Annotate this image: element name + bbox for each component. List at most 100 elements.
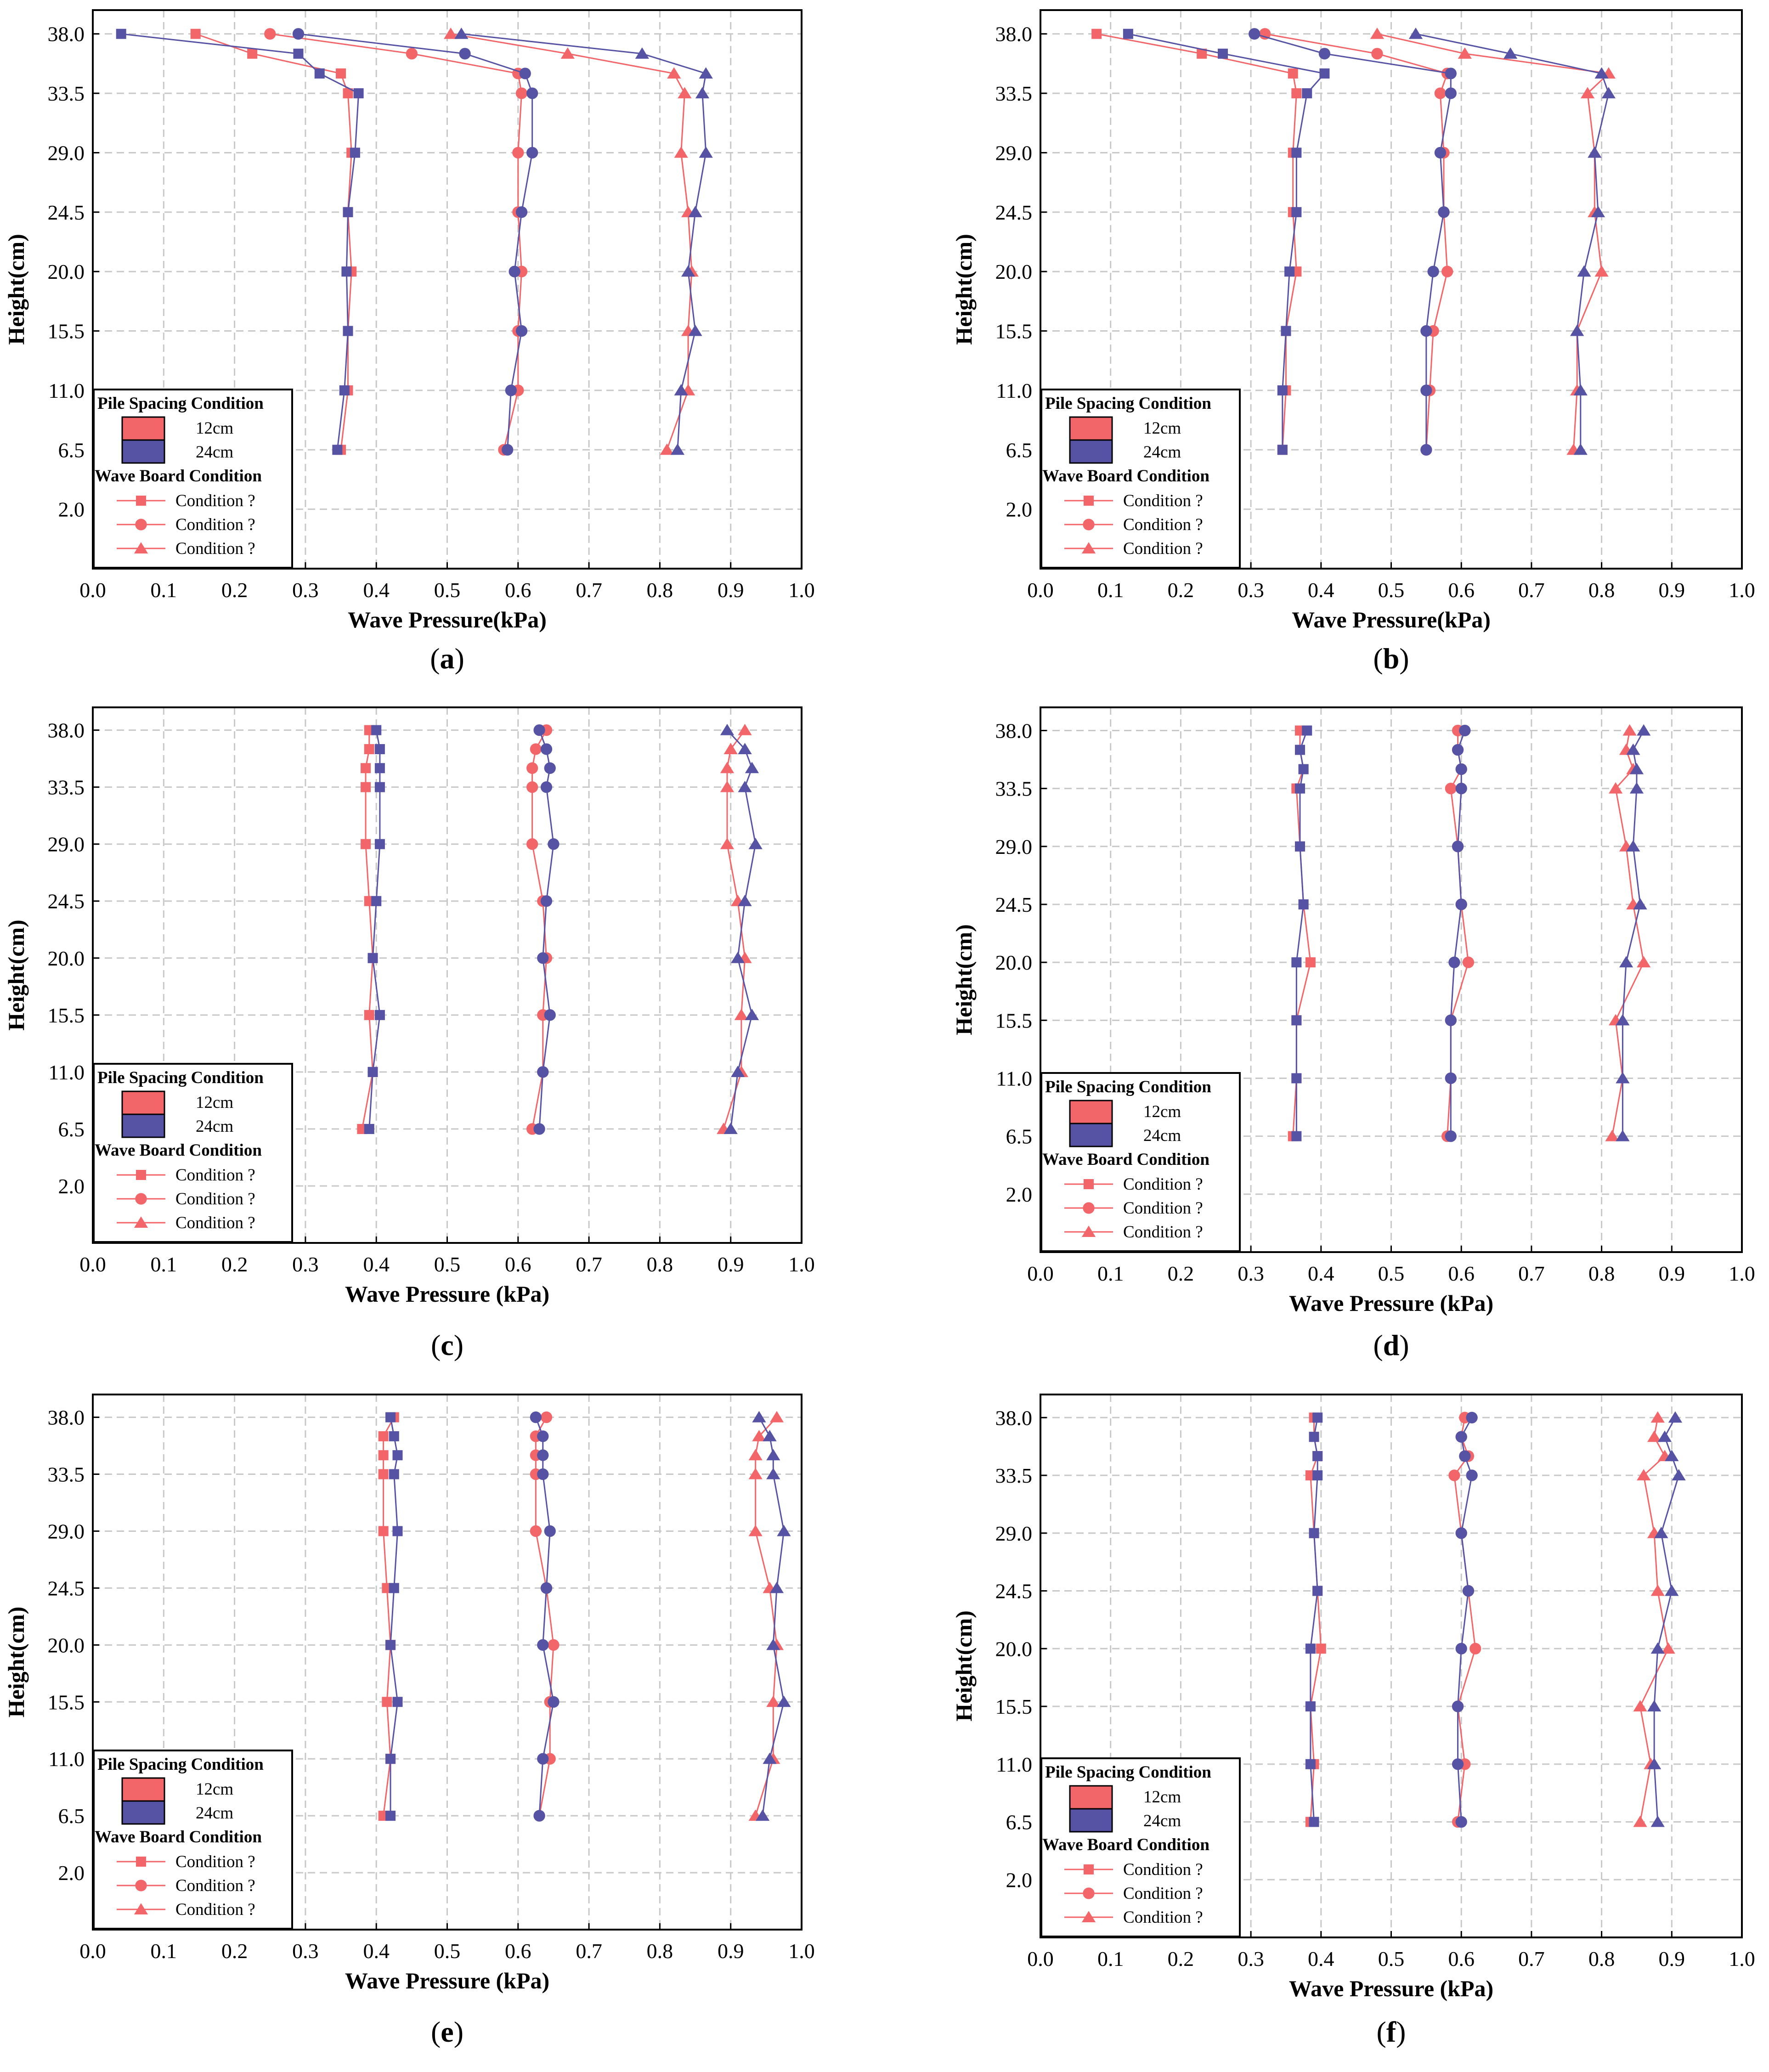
legend-marker-triangle [134,1903,148,1914]
legend-label-condition: Condition ? [1123,1223,1203,1242]
data-point-triangle [667,67,681,79]
y-tick-label: 33.5 [995,777,1033,801]
x-tick-label: 0.3 [1238,1947,1264,1970]
x-tick-label: 0.4 [1308,1262,1334,1285]
x-tick-label: 0.5 [1378,578,1405,602]
data-point-square [1305,1701,1316,1712]
x-tick-label: 0.8 [1588,1947,1615,1970]
series-line [1295,730,1308,1136]
data-point-square [392,1697,403,1707]
x-axis-title: Wave Pressure (kPa) [345,1281,549,1307]
data-point-triangle [738,894,752,906]
legend-swatch-24cm [1069,1808,1113,1833]
data-point-triangle [748,1524,763,1536]
legend-swatch-12cm [121,416,165,441]
legend-label-12cm: 12cm [196,419,233,438]
panel-label: (e) [431,2016,463,2048]
data-point-circle [526,147,538,159]
x-tick-label: 0.3 [292,578,319,602]
y-tick-label: 29.0 [995,141,1033,164]
series-24cm-triangle [752,1411,791,1821]
data-point-circle [1445,1130,1457,1142]
x-tick-label: 0.1 [1097,1262,1124,1285]
y-axis-title: Height(cm) [3,234,29,345]
series-line [121,33,360,450]
legend-marker-circle [135,519,147,531]
legend-title-pile-spacing: Pile Spacing Condition [1045,1763,1211,1782]
series-12cm-circle [526,724,553,1135]
data-point-square [378,1431,389,1441]
series-line [1254,33,1452,450]
legend-marker-triangle [1081,542,1096,553]
x-tick-label: 1.0 [1729,1947,1755,1970]
data-point-square [389,1583,399,1593]
data-point-square [364,1124,374,1134]
data-point-triangle [1629,782,1644,794]
series-line [1128,33,1326,450]
data-point-circle [537,1639,549,1651]
data-point-triangle [1573,443,1588,455]
legend-marker-triangle [1081,1911,1096,1922]
data-point-circle [533,1810,545,1822]
legend-marker-triangle [134,542,148,553]
grid-lines [93,1395,802,1930]
series-line [390,1417,399,1816]
series-line [195,33,352,450]
data-point-triangle [699,67,713,79]
legend-swatch-12cm [121,1777,165,1802]
data-point-square [353,88,364,99]
data-point-triangle [1665,1584,1679,1596]
legend-label-condition: Condition ? [175,1214,255,1232]
data-point-triangle [1616,1014,1630,1026]
legend-title-pile-spacing: Pile Spacing Condition [97,1068,264,1087]
y-tick-label: 11.0 [996,379,1032,402]
panel-label-letter: f [1386,2016,1396,2048]
legend-marker-circle [135,1193,147,1205]
data-point-square [1291,1073,1302,1084]
data-point-triangle [748,837,763,849]
x-tick-label: 0.0 [79,578,106,602]
legend-label-condition: Condition ? [175,1876,255,1895]
x-tick-label: 0.7 [1518,1262,1545,1285]
data-point-square [389,1431,399,1441]
data-point-square [382,1697,392,1707]
data-point-square [392,1526,403,1536]
y-tick-label: 2.0 [1006,498,1033,521]
data-point-square [378,1526,389,1536]
series-12cm-triangle [1633,1411,1675,1827]
legend-marker-circle [1083,1202,1095,1214]
legend-label-12cm: 12cm [1143,1102,1181,1121]
data-point-triangle [1647,1430,1662,1442]
data-point-circle [530,743,542,755]
data-point-square [1305,957,1316,968]
data-point-triangle [674,146,688,158]
series-24cm-square [364,725,385,1134]
legend-label-24cm: 24cm [1143,443,1181,462]
y-tick-label: 29.0 [48,1519,85,1543]
data-point-square [1294,841,1305,852]
x-tick-label: 0.3 [292,1253,319,1276]
data-point-square [1291,957,1302,968]
legend-label-condition: Condition ? [1123,1884,1203,1903]
data-point-triangle [766,1449,780,1461]
data-point-circle [533,1123,545,1135]
series-12cm-circle [264,28,528,456]
data-point-triangle [734,1009,748,1020]
data-point-square [364,744,374,754]
data-point-square [190,28,201,39]
legend-label-condition: Condition ? [175,1900,255,1919]
data-point-triangle [723,743,738,754]
data-point-triangle [769,1411,784,1423]
data-point-circle [1445,1072,1457,1084]
legend-label-24cm: 24cm [1143,1126,1181,1145]
data-point-circle [1448,956,1460,968]
legend-marker-square [1084,1864,1094,1874]
data-point-triangle [748,1468,763,1479]
data-point-triangle [720,762,735,773]
series-24cm-circle [1445,724,1471,1142]
x-tick-label: 0.8 [1588,1262,1615,1285]
series-line [1639,1417,1669,1822]
data-point-circle [548,838,560,850]
series-line [723,729,746,1129]
data-point-circle [1434,147,1447,159]
